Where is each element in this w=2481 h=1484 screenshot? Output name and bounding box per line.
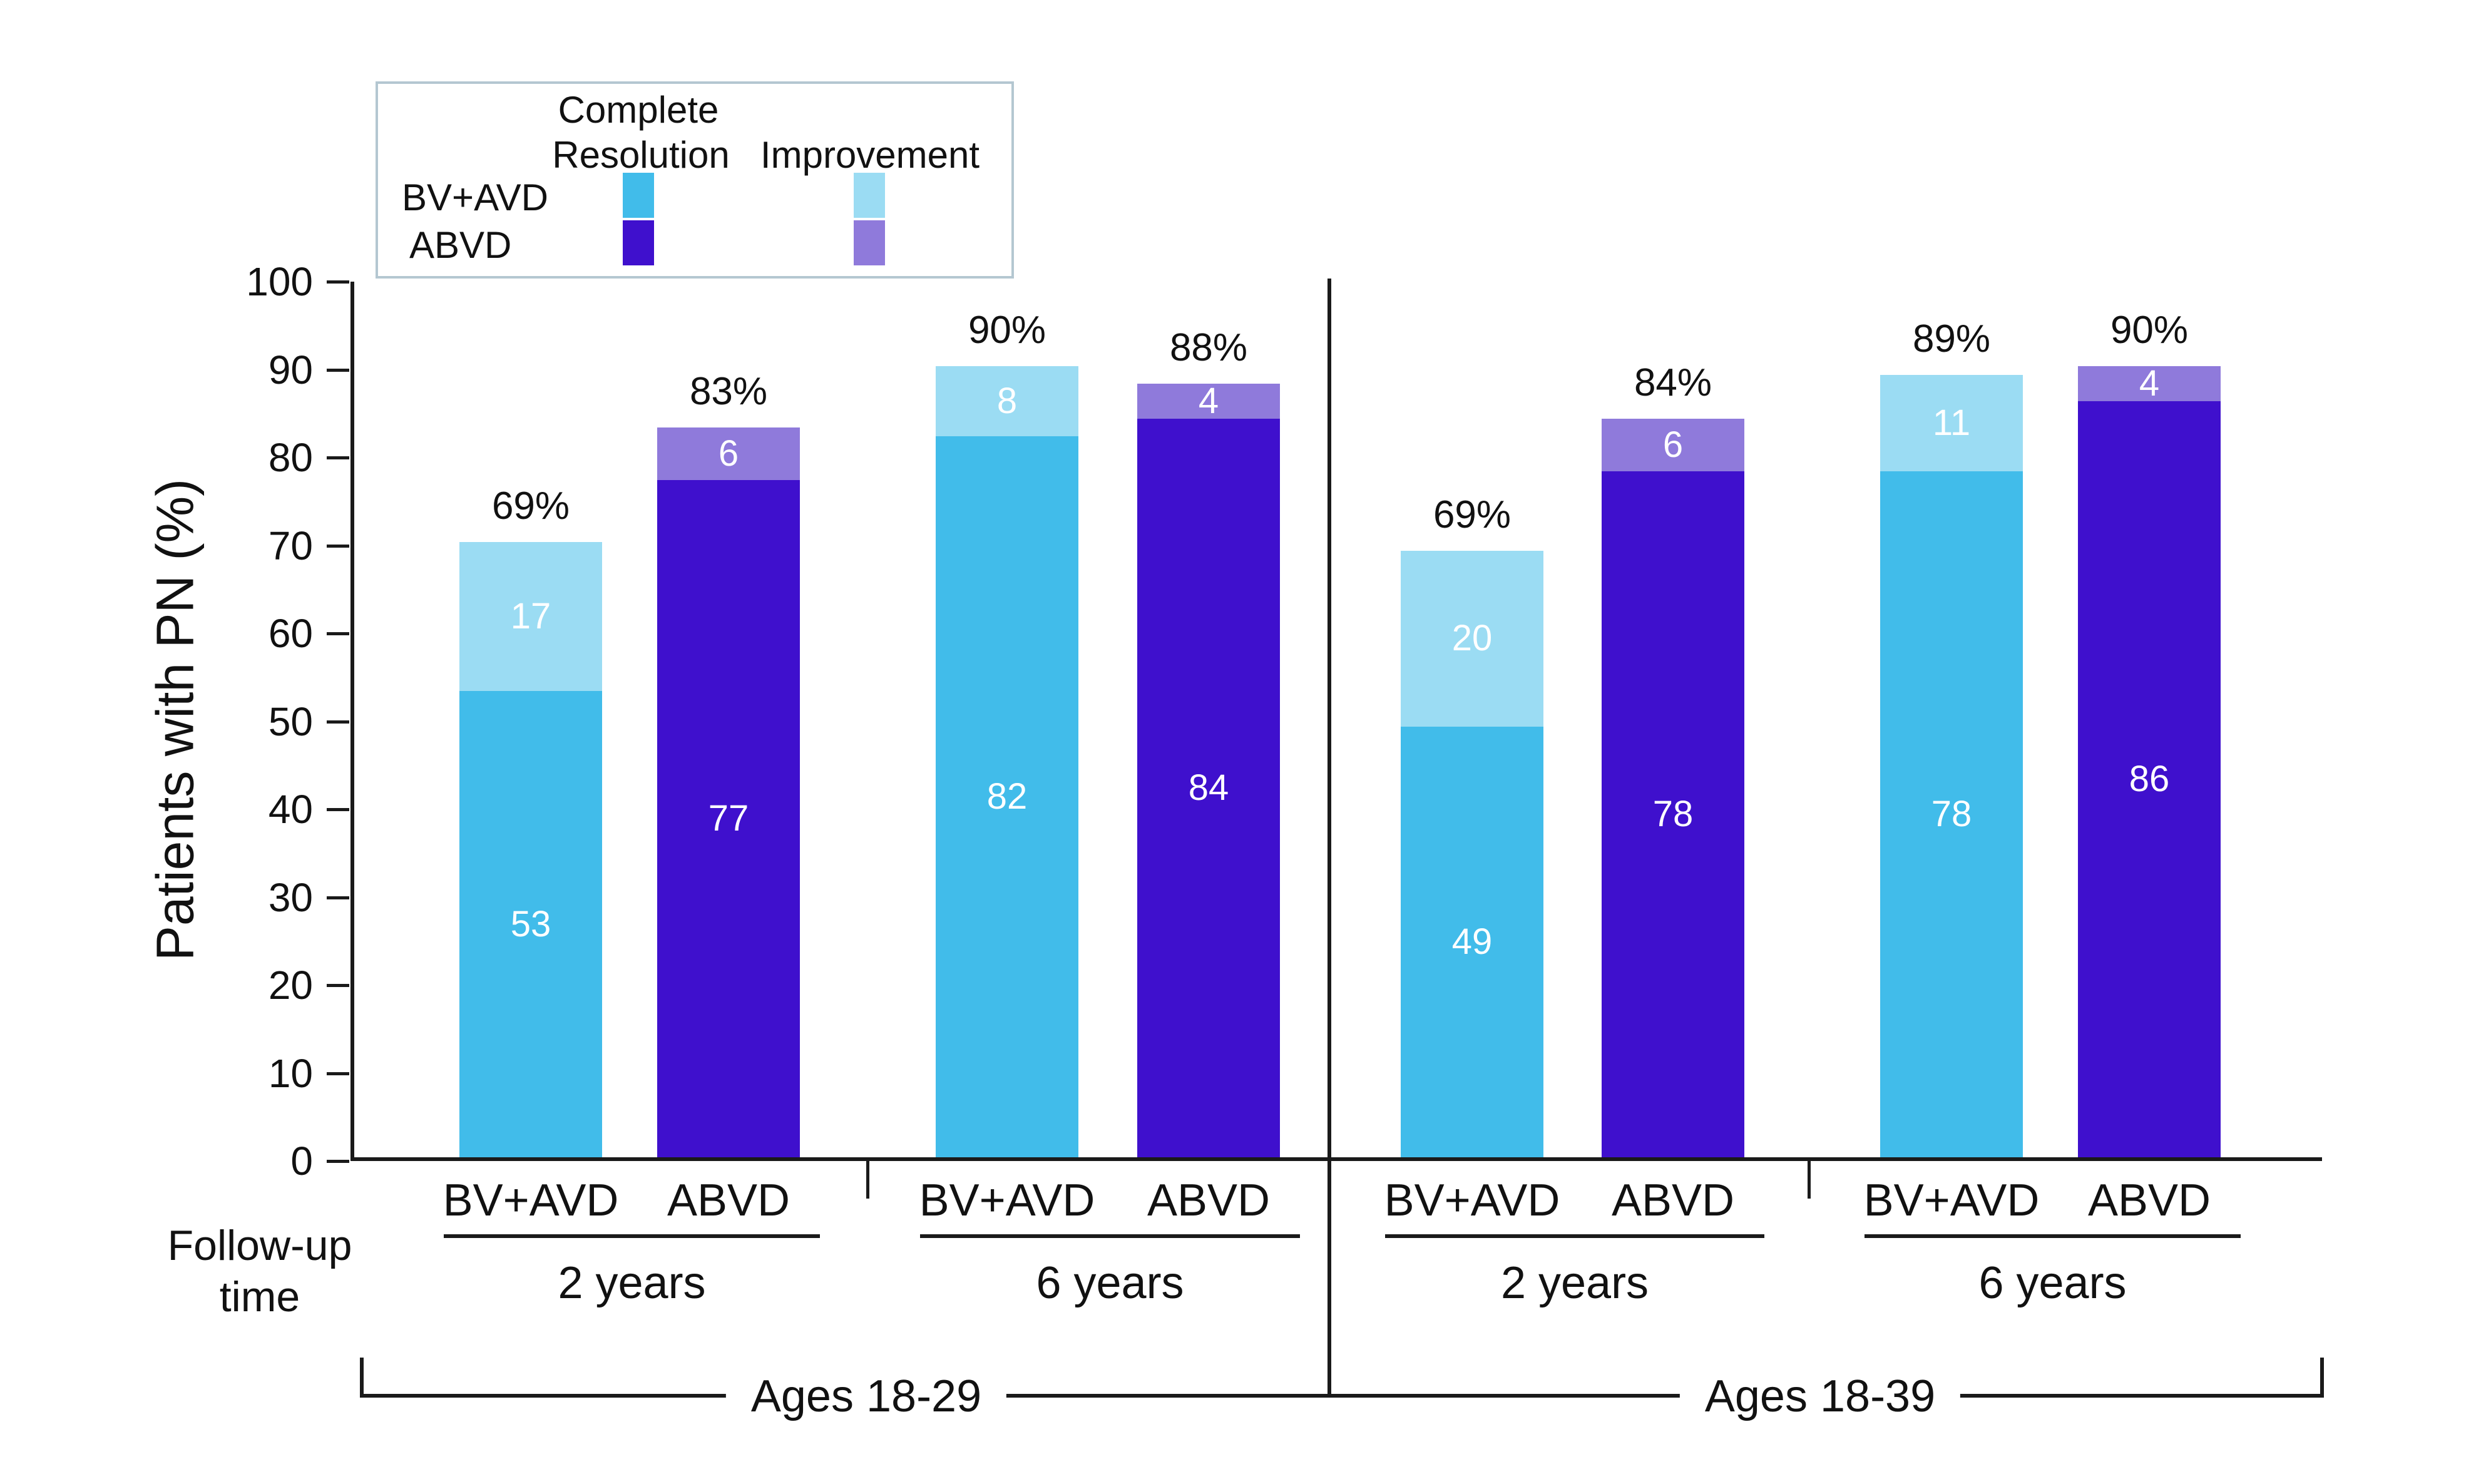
segment-complete-resolution: 53 xyxy=(459,691,602,1157)
pair-underline-2-years-ages-18-39 xyxy=(1385,1234,1764,1238)
time-label-6-years-ages-18-39: 6 years xyxy=(1978,1258,2127,1308)
x-label-abvd-2-years-ages-18-29: ABVD xyxy=(667,1175,790,1226)
bar-bv-avd-2-years-ages-18-39: 69% 20 49 xyxy=(1401,495,1543,1157)
y-tick-10 xyxy=(327,1072,349,1075)
total-percent-label: 69% xyxy=(491,484,570,528)
bar-abvd-2-years-ages-18-29: 83% 6 77 xyxy=(657,372,800,1157)
bar-bv-avd-6-years-ages-18-39: 89% 11 78 xyxy=(1880,319,2023,1157)
bracket-left-tick xyxy=(360,1358,364,1398)
y-tick-0 xyxy=(327,1160,349,1163)
bar-bv-avd-6-years-ages-18-29: 90% 8 82 xyxy=(936,310,1078,1158)
segment-improvement: 11 xyxy=(1880,374,2023,472)
segment-complete-resolution: 78 xyxy=(1602,471,1744,1157)
age-group-label-18-39: Ages 18-39 xyxy=(1679,1374,1961,1419)
segment-complete-resolution: 49 xyxy=(1401,726,1543,1157)
total-percent-label: 84% xyxy=(1634,361,1712,404)
time-group-separator-tick-1 xyxy=(866,1157,869,1199)
y-tick-40 xyxy=(327,808,349,811)
legend-swatch-abvd-improvement xyxy=(854,220,885,265)
legend-row-bv-avd: BV+AVD xyxy=(402,177,548,218)
bracket-right-tick xyxy=(2320,1358,2324,1398)
time-group-separator-tick-2 xyxy=(1808,1157,1811,1199)
bar-abvd-6-years-ages-18-29: 88% 4 84 xyxy=(1137,328,1280,1157)
pair-underline-2-years-ages-18-29 xyxy=(444,1234,820,1238)
x-label-abvd-6-years-ages-18-39: ABVD xyxy=(2087,1175,2211,1226)
bar-abvd-6-years-ages-18-39: 90% 4 86 xyxy=(2078,310,2221,1158)
total-percent-label: 88% xyxy=(1169,325,1248,369)
y-tick-50 xyxy=(327,720,349,724)
y-tick-label-80: 80 xyxy=(268,435,313,480)
bar-bv-avd-2-years-ages-18-29: 69% 17 53 xyxy=(459,486,602,1158)
x-label-abvd-2-years-ages-18-39: ABVD xyxy=(1611,1175,1735,1226)
time-label-6-years-ages-18-29: 6 years xyxy=(1036,1258,1184,1308)
x-label-bv-avd-6-years-ages-18-29: BV+AVD xyxy=(919,1175,1095,1226)
y-tick-60 xyxy=(327,632,349,635)
legend-header-improvement: Improvement xyxy=(760,134,980,176)
y-tick-20 xyxy=(327,984,349,987)
segment-improvement: 20 xyxy=(1401,550,1543,727)
legend: Complete Resolution Improvement BV+AVD A… xyxy=(376,81,1014,279)
x-label-bv-avd-2-years-ages-18-29: BV+AVD xyxy=(442,1175,619,1226)
total-percent-label: 69% xyxy=(1433,493,1512,536)
y-tick-label-70: 70 xyxy=(268,523,313,568)
time-label-2-years-ages-18-39: 2 years xyxy=(1500,1258,1649,1308)
total-percent-label: 83% xyxy=(689,369,768,413)
y-tick-label-0: 0 xyxy=(290,1139,313,1184)
segment-improvement: 6 xyxy=(657,427,800,481)
legend-header-resolution: Resolution xyxy=(552,134,730,176)
bar-abvd-2-years-ages-18-39: 84% 6 78 xyxy=(1602,363,1744,1157)
segment-improvement: 17 xyxy=(459,541,602,692)
y-tick-90 xyxy=(327,368,349,372)
y-tick-label-100: 100 xyxy=(246,259,313,304)
y-tick-label-60: 60 xyxy=(268,611,313,656)
segment-improvement: 4 xyxy=(1137,382,1280,419)
time-label-2-years-ages-18-29: 2 years xyxy=(558,1258,706,1308)
y-tick-label-40: 40 xyxy=(268,787,313,832)
total-percent-label: 89% xyxy=(1912,317,1991,361)
segment-improvement: 8 xyxy=(936,366,1078,436)
y-tick-label-10: 10 xyxy=(268,1050,313,1096)
segment-improvement: 6 xyxy=(1602,418,1744,472)
legend-swatch-bv-avd-improvement xyxy=(854,173,885,218)
total-percent-label: 90% xyxy=(2110,308,2189,352)
follow-up-time-label: Follow-up time xyxy=(168,1220,352,1323)
legend-swatch-bv-avd-complete-resolution xyxy=(623,173,654,218)
y-tick-label-30: 30 xyxy=(268,874,313,920)
y-tick-80 xyxy=(327,456,349,459)
segment-complete-resolution: 78 xyxy=(1880,471,2023,1157)
pair-underline-6-years-ages-18-29 xyxy=(920,1234,1300,1238)
x-label-bv-avd-6-years-ages-18-39: BV+AVD xyxy=(1863,1175,2040,1226)
segment-complete-resolution: 77 xyxy=(657,480,800,1157)
y-tick-30 xyxy=(327,896,349,899)
x-label-abvd-6-years-ages-18-29: ABVD xyxy=(1147,1175,1271,1226)
follow-up-time-line1: Follow-up xyxy=(167,1222,352,1269)
x-label-bv-avd-2-years-ages-18-39: BV+AVD xyxy=(1384,1175,1560,1226)
segment-complete-resolution: 82 xyxy=(936,436,1078,1157)
total-percent-label: 90% xyxy=(968,308,1046,352)
segment-complete-resolution: 84 xyxy=(1137,418,1280,1157)
y-tick-label-90: 90 xyxy=(268,347,313,392)
y-tick-label-20: 20 xyxy=(268,963,313,1008)
pair-underline-6-years-ages-18-39 xyxy=(1865,1234,2241,1238)
segment-complete-resolution: 86 xyxy=(2078,401,2221,1157)
y-tick-100 xyxy=(327,280,349,284)
segment-improvement: 4 xyxy=(2078,365,2221,401)
y-tick-70 xyxy=(327,544,349,548)
age-group-divider-line xyxy=(1327,279,1331,1398)
follow-up-time-line2: time xyxy=(219,1272,300,1321)
y-tick-label-50: 50 xyxy=(268,699,313,744)
legend-header-complete: Complete xyxy=(558,89,719,131)
legend-swatch-abvd-complete-resolution xyxy=(623,220,654,265)
age-group-label-18-29: Ages 18-29 xyxy=(725,1374,1007,1419)
legend-row-abvd: ABVD xyxy=(409,224,512,266)
plot-area: 69% 17 53 83% 6 77 90% 8 82 88% 4 84 69% 20 49 84% 6 78 89… xyxy=(350,282,2322,1161)
